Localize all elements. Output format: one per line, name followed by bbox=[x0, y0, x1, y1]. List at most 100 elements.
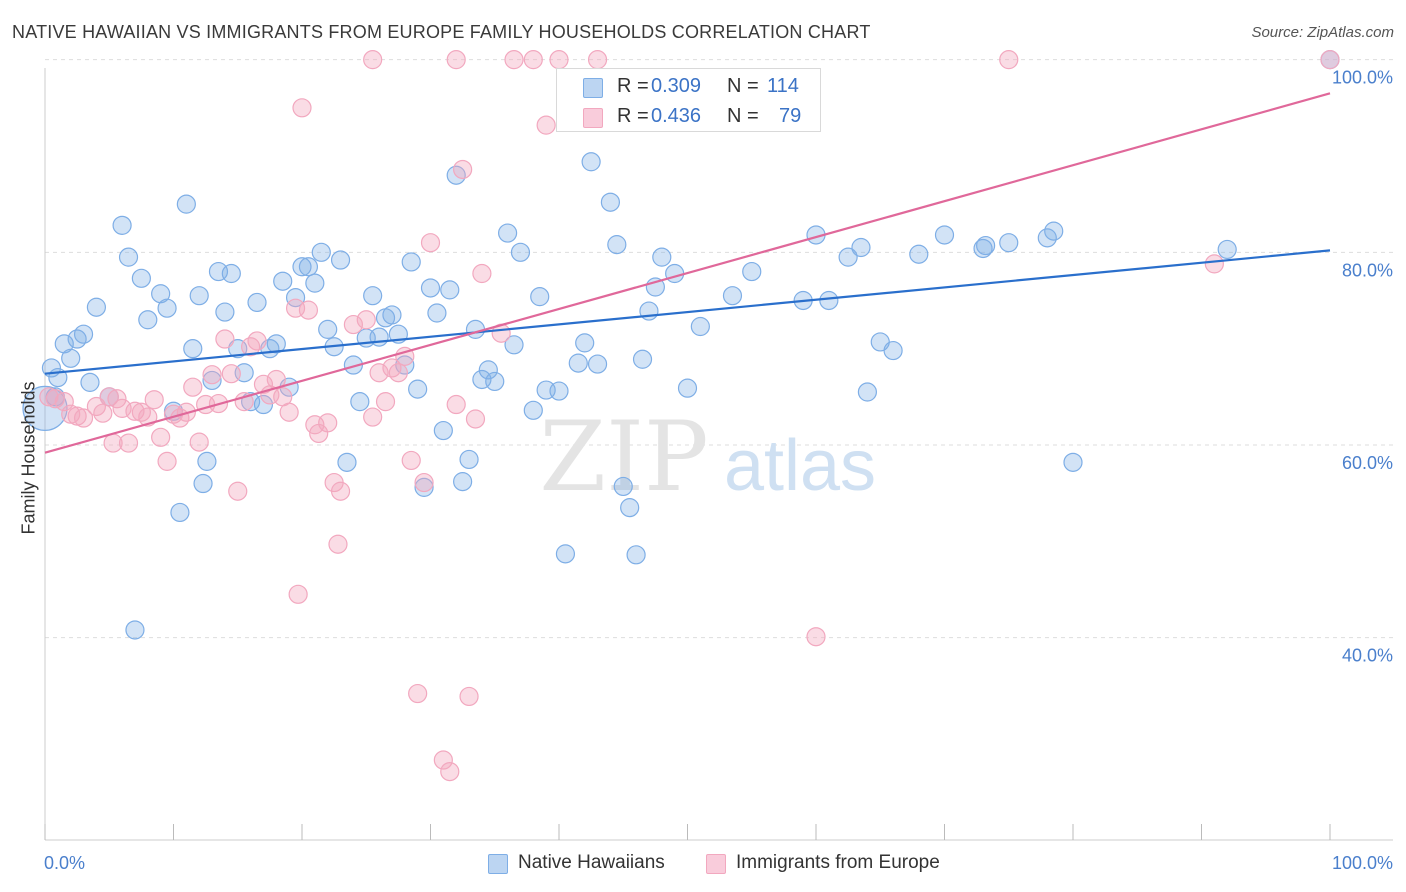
trend-lines bbox=[44, 92, 1331, 454]
watermark-zip: ZIP bbox=[539, 401, 708, 513]
native-hawaiians-point bbox=[221, 263, 241, 284]
native-hawaiians-point bbox=[665, 263, 685, 284]
immigrants-europe-point bbox=[536, 115, 556, 135]
immigrants-europe-point bbox=[806, 627, 826, 647]
series-immigrants-europe-points bbox=[39, 50, 1340, 782]
native-hawaiians-point bbox=[677, 378, 698, 398]
native-hawaiians-point bbox=[298, 257, 319, 277]
native-hawaiians-point bbox=[742, 261, 762, 282]
immigrants-europe-point bbox=[215, 329, 235, 349]
immigrants-europe-point bbox=[343, 314, 363, 335]
x-tick-labels: 0.0% 100.0% bbox=[44, 853, 1393, 873]
legend-swatch-immigrants-europe bbox=[583, 108, 603, 128]
native-hawaiians-point bbox=[632, 349, 653, 369]
native-hawaiians-point bbox=[112, 215, 132, 235]
native-hawaiians-point bbox=[292, 257, 312, 277]
native-hawaiians-point bbox=[1063, 452, 1083, 472]
immigrants-europe-point bbox=[523, 50, 543, 70]
legend-n-value: 79 bbox=[779, 105, 802, 127]
immigrants-europe-point bbox=[587, 50, 608, 70]
immigrants-europe-point bbox=[279, 402, 299, 422]
native-hawaiians-point bbox=[363, 286, 383, 306]
native-hawaiians-point bbox=[581, 152, 601, 172]
legend-r-label: R = bbox=[617, 105, 649, 127]
native-hawaiians-point bbox=[973, 238, 993, 259]
immigrants-europe-point bbox=[465, 409, 486, 429]
native-hawaiians-point bbox=[613, 476, 633, 497]
immigrants-europe-point bbox=[363, 407, 383, 427]
immigrants-europe-point bbox=[93, 403, 113, 423]
native-hawaiians-point bbox=[510, 242, 531, 262]
native-hawaiians-point bbox=[555, 544, 576, 564]
native-hawaiians-point bbox=[330, 250, 351, 270]
native-hawaiians-point bbox=[498, 223, 518, 243]
immigrants-europe-point bbox=[330, 481, 351, 501]
native-hawaiians-point bbox=[838, 247, 858, 267]
immigrants-europe-point bbox=[420, 233, 441, 253]
native-hawaiians-point bbox=[414, 477, 434, 497]
immigrants-europe-point bbox=[107, 389, 127, 409]
native-hawaiians-point bbox=[285, 287, 306, 308]
native-hawaiians-point bbox=[202, 370, 222, 391]
immigrants-europe-point bbox=[221, 364, 241, 384]
native-hawaiians-point bbox=[433, 420, 453, 441]
immigrants-europe-point bbox=[440, 761, 460, 782]
native-hawaiians-point bbox=[523, 400, 543, 420]
native-hawaiians-point bbox=[722, 286, 743, 306]
native-hawaiians-point bbox=[118, 247, 139, 267]
bottom-legend-swatch-native-hawaiians bbox=[488, 854, 508, 874]
trend-line-native-hawaiians bbox=[44, 249, 1331, 375]
native-hawaiians-point bbox=[909, 244, 929, 264]
native-hawaiians-point bbox=[193, 473, 213, 494]
y-tick-label: 100.0% bbox=[1332, 68, 1393, 88]
native-hawaiians-point bbox=[86, 297, 107, 317]
immigrants-europe-point bbox=[253, 374, 274, 394]
native-hawaiians-point bbox=[575, 333, 595, 353]
native-hawaiians-point bbox=[568, 353, 588, 373]
immigrants-europe-point bbox=[549, 50, 569, 70]
trend-line-immigrants-europe bbox=[44, 92, 1331, 454]
native-hawaiians-point bbox=[440, 280, 460, 300]
immigrants-europe-point bbox=[446, 50, 466, 70]
bottom-legend-label-immigrants-europe: Immigrants from Europe bbox=[736, 852, 940, 873]
immigrants-europe-point bbox=[54, 392, 74, 412]
immigrants-europe-point bbox=[433, 750, 453, 770]
native-hawaiians-point bbox=[369, 327, 389, 347]
watermark: ZIP atlas bbox=[539, 401, 876, 513]
native-hawaiians-point bbox=[427, 303, 447, 323]
native-hawaiians-point bbox=[382, 305, 402, 325]
native-hawaiians-point bbox=[215, 302, 235, 322]
native-hawaiians-point bbox=[305, 273, 325, 293]
legend-n-value: 114 bbox=[767, 75, 799, 97]
legend-r-value: 0.309 bbox=[651, 75, 702, 97]
immigrants-europe-point bbox=[189, 432, 209, 452]
native-hawaiians-point bbox=[587, 354, 608, 374]
grid-lines bbox=[45, 59, 1393, 639]
immigrants-europe-point bbox=[118, 433, 139, 453]
native-hawaiians-point bbox=[138, 310, 158, 330]
immigrants-europe-point bbox=[369, 363, 389, 383]
native-hawaiians-point bbox=[197, 451, 217, 471]
bottom-legend-label-native-hawaiians: Native Hawaiians bbox=[518, 852, 665, 873]
native-hawaiians-point bbox=[350, 392, 370, 412]
native-hawaiians-point bbox=[504, 335, 524, 355]
legend-swatch-native-hawaiians bbox=[583, 78, 603, 98]
immigrants-europe-point bbox=[1204, 254, 1224, 274]
native-hawaiians-point bbox=[549, 381, 569, 401]
native-hawaiians-point bbox=[170, 502, 190, 523]
native-hawaiians-point bbox=[266, 334, 286, 354]
bottom-legend-swatch-immigrants-europe bbox=[706, 854, 726, 874]
y-tick-label: 60.0% bbox=[1342, 453, 1393, 473]
immigrants-europe-point bbox=[292, 98, 312, 118]
native-hawaiians-point bbox=[851, 237, 871, 258]
native-hawaiians-point bbox=[626, 545, 646, 565]
native-hawaiians-point bbox=[453, 472, 473, 492]
immigrants-europe-point bbox=[504, 50, 524, 70]
native-hawaiians-point bbox=[652, 247, 672, 267]
native-hawaiians-point bbox=[465, 319, 486, 339]
legend: R = 0.309 N = 114 R = 0.436 N = 79 bbox=[556, 68, 821, 132]
y-axis-label: Family Households bbox=[18, 381, 39, 535]
native-hawaiians-point bbox=[857, 382, 878, 402]
native-hawaiians-point bbox=[478, 360, 498, 380]
axes bbox=[44, 68, 1393, 841]
